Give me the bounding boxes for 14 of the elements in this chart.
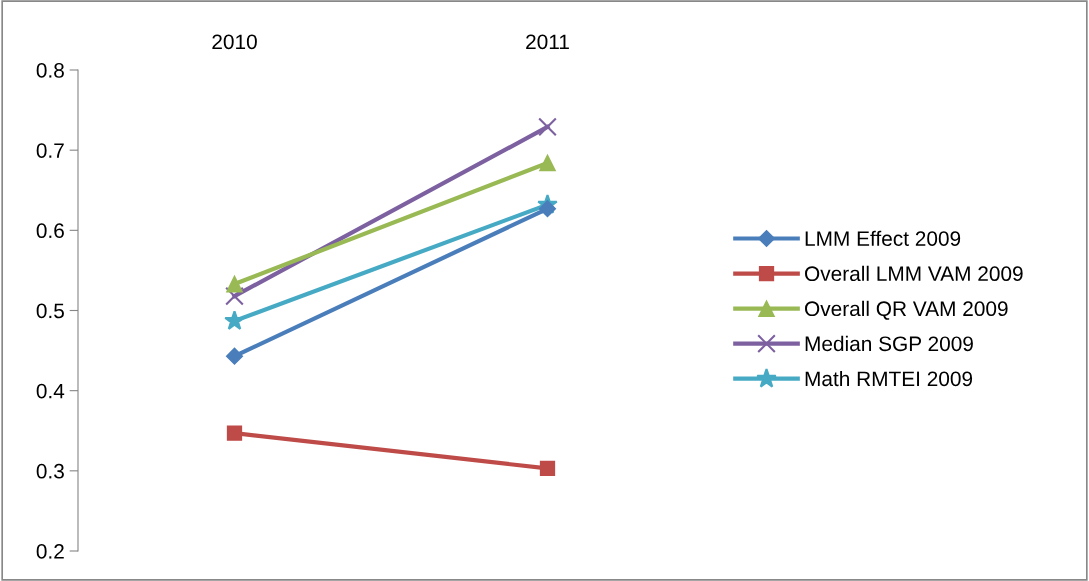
- x-tick-label: 2011: [526, 34, 569, 50]
- legend-label: LMM Effect 2009: [805, 230, 961, 246]
- legend-label: Overall QR VAM 2009: [805, 300, 1008, 320]
- legend-label: Math RMTEI 2009: [805, 370, 973, 387]
- y-tick-label: 0.5: [36, 303, 64, 319]
- y-tick-label: 0.6: [36, 223, 64, 239]
- y-tick-label: 0.2: [36, 544, 64, 559]
- y-tick-label: 0.8: [36, 63, 64, 78]
- y-tick-label: 0.4: [36, 383, 65, 399]
- legend-label: Median SGP 2009: [805, 335, 973, 352]
- y-tick-label: 0.7: [36, 143, 64, 158]
- legend-label: Overall LMM VAM 2009: [805, 265, 1023, 282]
- y-tick-label: 0.3: [36, 463, 64, 479]
- x-tick-label: 2010: [212, 34, 257, 50]
